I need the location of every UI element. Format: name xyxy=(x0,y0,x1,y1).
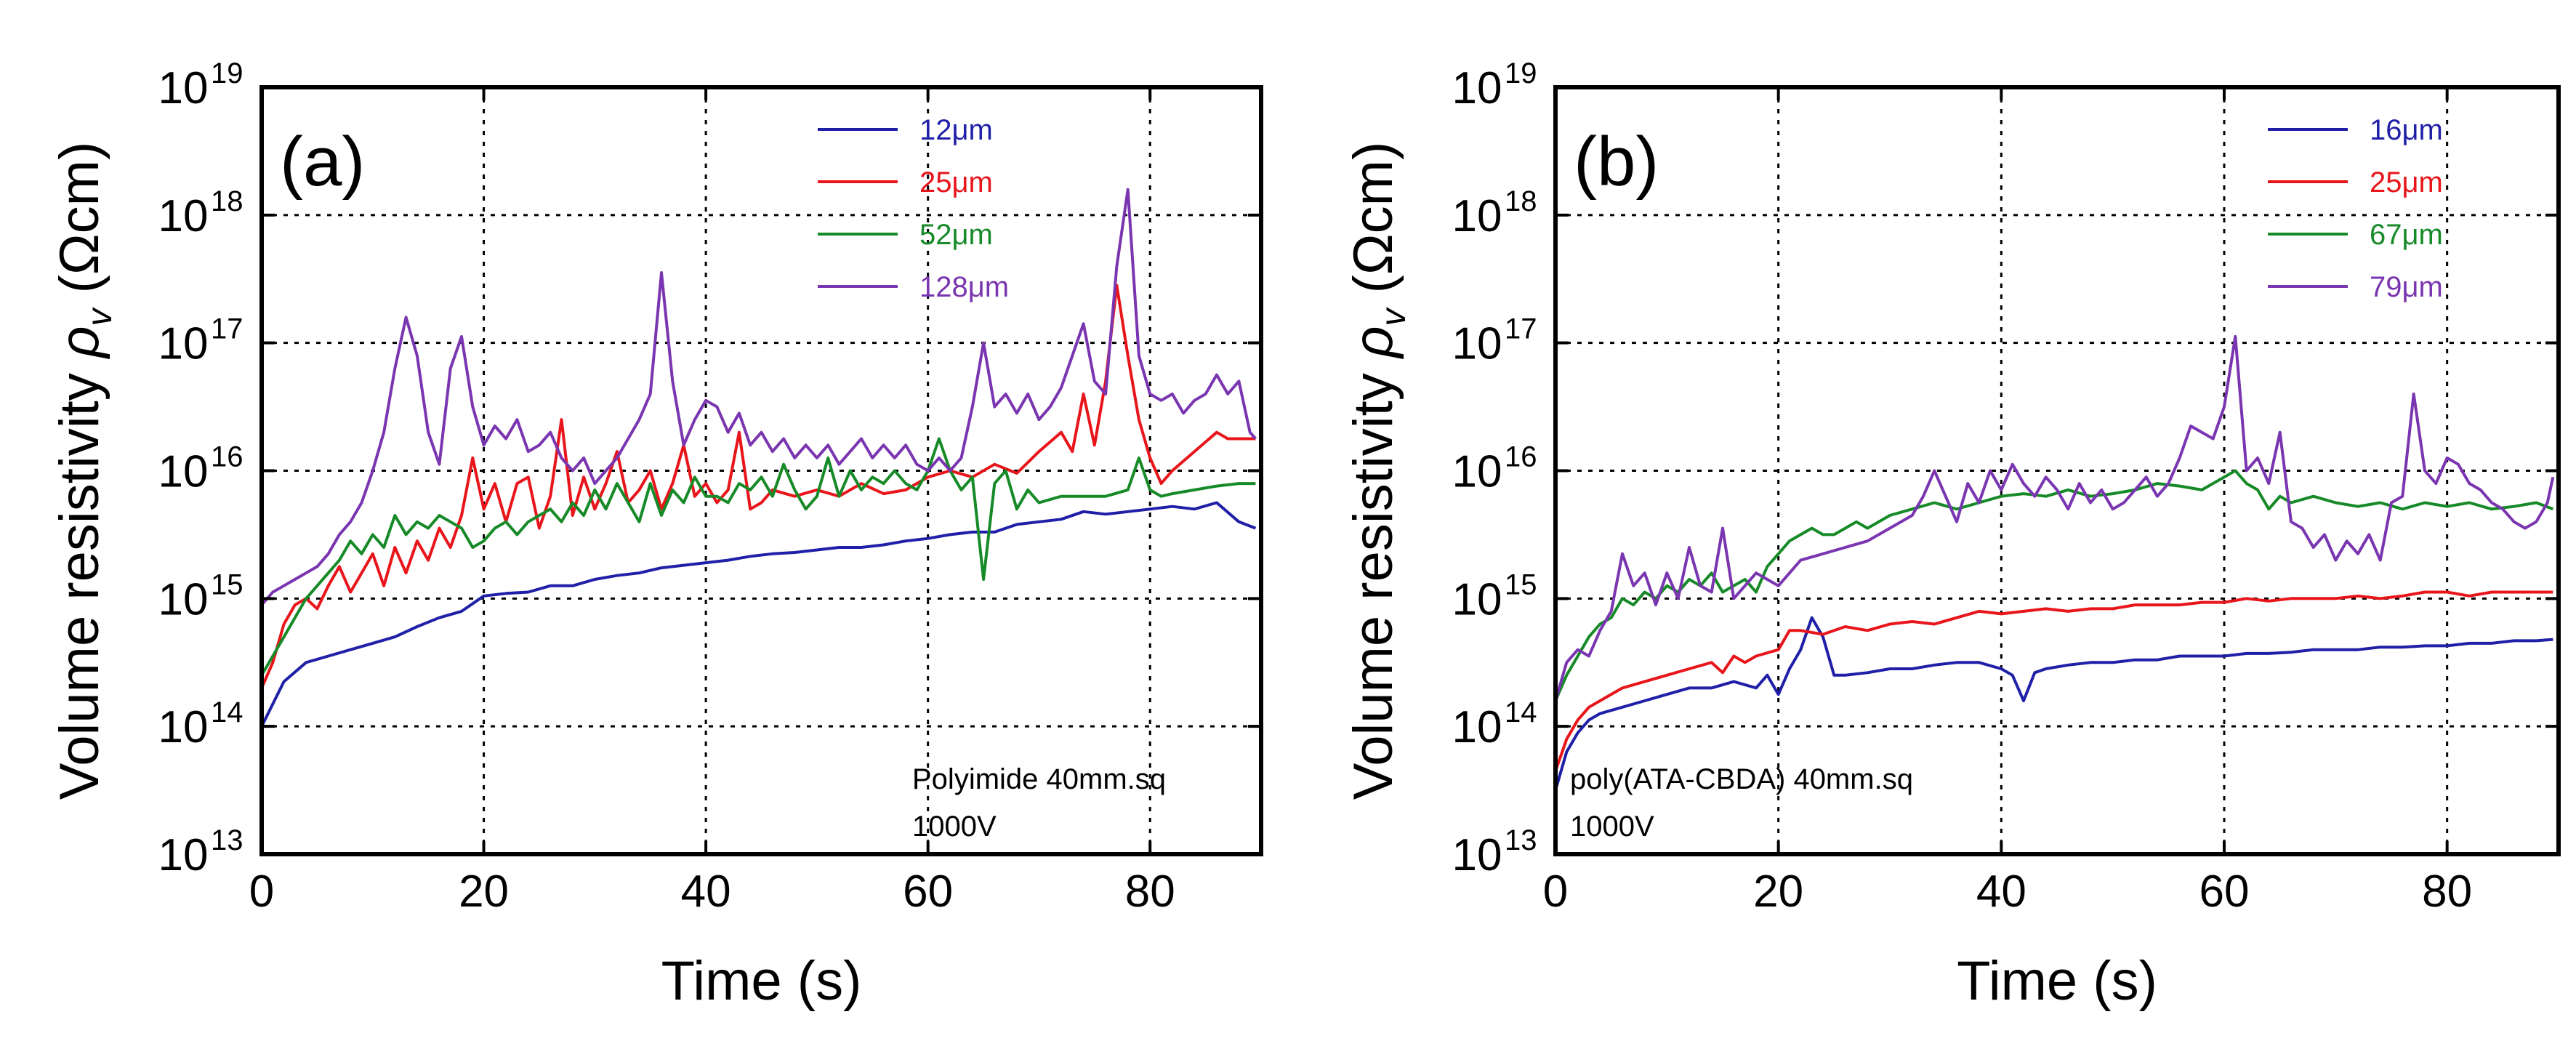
panel-b-x-tick-label-0: 0 xyxy=(1543,867,1568,917)
panel-b-series-0-line xyxy=(1555,616,2553,791)
panel-a-y-tick-label-6: 10 xyxy=(158,63,209,113)
panel-a-y-tick-label-0: 10 xyxy=(158,830,209,880)
panel-a-x-tick-label-2: 40 xyxy=(681,867,731,917)
panel-a-plot-frame xyxy=(259,85,1263,856)
panel-a-series-3-line xyxy=(262,188,1257,606)
panel-b-y-tick-label-4: 10 xyxy=(1452,319,1502,369)
panel-b-y-axis-title: Volume resistivity ρv (Ωcm) xyxy=(1343,142,1413,800)
panel-b-legend-label-3: 79μm xyxy=(2370,271,2443,303)
panel-a-x-tick-label-1: 20 xyxy=(459,867,509,917)
panel-b-y-title-sub: v xyxy=(1374,307,1413,326)
panel-b-annotation-sample: poly(ATA-CBDA) 40mm.sq xyxy=(1570,763,1913,795)
panel-a-x-tick-label-3: 60 xyxy=(903,867,953,917)
panel-a-x-tick-label-4: 80 xyxy=(1125,867,1175,917)
panel-b-y-tick-exp-2: 15 xyxy=(1505,568,1537,600)
panel-a-annotation-voltage: 1000V xyxy=(912,811,997,843)
panel-b-series-3-line xyxy=(1555,334,2555,702)
panel-a-y-axis-title: Volume resistivity ρv (Ωcm) xyxy=(49,142,119,800)
panel-b-y-tick-exp-5: 18 xyxy=(1505,185,1537,217)
panel-b-y-tick-exp-6: 19 xyxy=(1505,57,1537,89)
panel-a-legend-label-0: 12μm xyxy=(919,114,993,146)
panel-b-y-tick-label-0: 10 xyxy=(1452,830,1502,880)
panel-b-x-tick-label-1: 20 xyxy=(1753,867,1803,917)
panel-b-y-tick-label-3: 10 xyxy=(1452,447,1502,497)
panel-a-y-tick-exp-6: 19 xyxy=(211,57,243,89)
panel-b-y-tick-exp-0: 13 xyxy=(1505,824,1537,856)
panel-a-y-tick-exp-4: 17 xyxy=(211,313,243,345)
panel-b-y-tick-label-5: 10 xyxy=(1452,191,1502,241)
panel-a-y-tick-label-1: 10 xyxy=(158,702,209,752)
panel-b-y-title-symbol: ρ xyxy=(1343,326,1404,360)
panel-b-x-tick-label-2: 40 xyxy=(1976,867,2026,917)
panel-b-y-title-main: Volume resistivity xyxy=(1343,358,1404,800)
panel-a-series-1-line xyxy=(262,284,1256,689)
panel-a-series-2-line xyxy=(262,437,1256,676)
panel-a-annotation-sample: Polyimide 40mm.sq xyxy=(912,763,1166,795)
panel-b-y-tick-exp-4: 17 xyxy=(1505,313,1537,345)
panel-b-x-axis-title: Time (s) xyxy=(1957,950,2157,1012)
panel-b-y-tick-label-6: 10 xyxy=(1452,63,1502,113)
panel-a-y-tick-label-4: 10 xyxy=(158,319,209,369)
panel-a-y-tick-exp-5: 18 xyxy=(211,185,243,217)
panel-a-y-tick-exp-3: 16 xyxy=(211,441,243,473)
panel-b-label: (b) xyxy=(1574,123,1659,201)
panel-a-y-tick-exp-2: 15 xyxy=(211,568,243,600)
panel-b-y-tick-exp-3: 16 xyxy=(1505,441,1537,473)
panel-b-y-title-unit: (Ωcm) xyxy=(1343,142,1404,309)
panel-b-legend-label-1: 25μm xyxy=(2370,166,2443,198)
panel-a-y-tick-label-5: 10 xyxy=(158,191,209,241)
panel-a-x-axis-title: Time (s) xyxy=(661,950,862,1012)
panel-a-legend-label-1: 25μm xyxy=(919,166,993,198)
panel-a-y-title-symbol: ρ xyxy=(49,326,110,360)
panel-a-legend-label-2: 52μm xyxy=(919,219,993,251)
panel-a-legend-label-3: 128μm xyxy=(919,271,1009,303)
panel-b-legend-label-0: 16μm xyxy=(2370,114,2443,146)
panel-a-y-tick-label-3: 10 xyxy=(158,447,209,497)
panel-a-y-title-main: Volume resistivity xyxy=(49,358,110,800)
panel-b-series-1-line xyxy=(1555,590,2553,772)
panel-a-y-tick-label-2: 10 xyxy=(158,574,209,624)
panel-a-label: (a) xyxy=(280,123,365,201)
panel-b-y-tick-label-1: 10 xyxy=(1452,702,1502,752)
panel-b-x-tick-label-4: 80 xyxy=(2422,867,2472,917)
panel-b-legend-label-2: 67μm xyxy=(2370,219,2443,251)
panel-a-x-tick-label-0: 0 xyxy=(249,867,274,917)
panel-a-y-tick-exp-1: 14 xyxy=(211,696,243,728)
panel-a-series-0-line xyxy=(262,501,1257,728)
panel-b-annotation-voltage: 1000V xyxy=(1570,811,1654,843)
panel-a-y-title-unit: (Ωcm) xyxy=(49,142,110,309)
panel-a-y-tick-exp-0: 13 xyxy=(211,824,243,856)
panel-b-x-tick-label-3: 60 xyxy=(2199,867,2250,917)
panel-b-y-tick-exp-1: 14 xyxy=(1505,696,1537,728)
panel-b-y-tick-label-2: 10 xyxy=(1452,574,1502,624)
panel-a-y-title-sub: v xyxy=(81,307,119,326)
